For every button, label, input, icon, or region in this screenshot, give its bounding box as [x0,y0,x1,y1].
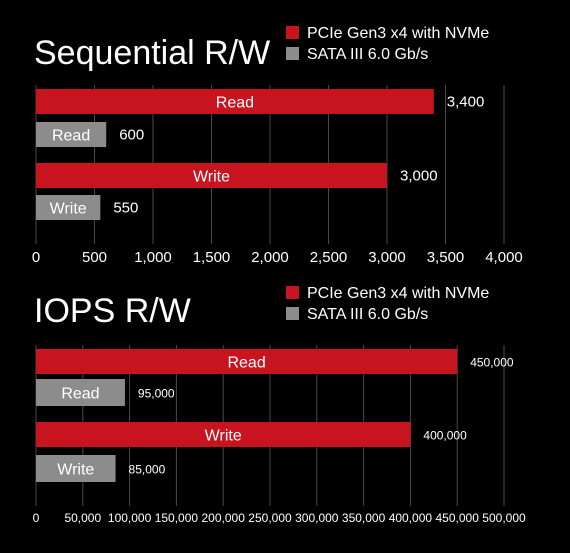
sequential-rw-chart: Sequential R/W PCIe Gen3 x4 with NVMe SATA… [0,0,570,272]
sequential-rw-chart-svg: Sequential R/W PCIe Gen3 x4 with NVMe SATA… [32,25,523,266]
legend-swatch [286,47,299,60]
bar [36,122,107,147]
bar [36,163,387,188]
legend-swatch [286,26,299,39]
x-tick-label: 2,000 [251,249,289,266]
bar [36,349,458,374]
x-tick-label: 300,000 [295,511,339,525]
data-label: 95,000 [138,387,175,401]
bar [36,89,434,114]
data-label: 450,000 [470,356,514,370]
data-label: 3,000 [400,168,438,185]
chart-title: IOPS R/W [34,292,191,330]
x-tick-label: 200,000 [202,511,246,525]
bar-label: Write [205,428,242,445]
bar-label: Write [50,201,87,218]
legend-swatch [286,307,299,320]
x-tick-label: 4,000 [485,249,523,266]
bar [36,455,116,482]
chart-title: Sequential R/W [34,34,270,72]
x-tick-label: 0 [32,249,40,266]
x-tick-label: 50,000 [64,511,101,525]
legend-label: SATA III 6.0 Gb/s [307,306,428,323]
data-label: 600 [119,127,144,144]
bar-label: Read [52,128,90,145]
iops-rw-chart: IOPS R/W PCIe Gen3 x4 with NVMe SATA III 6… [0,276,570,553]
x-tick-label: 500,000 [482,511,526,525]
bar [36,195,101,220]
x-tick-label: 3,500 [427,249,465,266]
legend-label: SATA III 6.0 Gb/s [307,46,428,63]
x-tick-label: 150,000 [155,511,199,525]
bar-label: Write [193,169,230,186]
data-label: 3,400 [447,94,485,111]
data-label: 400,000 [423,429,467,443]
x-tick-label: 500 [82,249,107,266]
data-label: 550 [113,200,138,217]
x-tick-label: 450,000 [436,511,480,525]
bar [36,379,125,406]
bar-label: Read [61,386,99,403]
x-tick-label: 3,000 [368,249,406,266]
x-tick-label: 2,500 [310,249,348,266]
x-tick-label: 0 [33,511,40,525]
x-tick-label: 100,000 [108,511,152,525]
x-tick-label: 1,000 [134,249,172,266]
bar [36,422,411,447]
legend-label: PCIe Gen3 x4 with NVMe [307,25,489,42]
x-tick-label: 1,500 [193,249,231,266]
x-tick-label: 350,000 [342,511,386,525]
data-label: 85,000 [129,463,166,477]
iops-rw-chart-svg: IOPS R/W PCIe Gen3 x4 with NVMe SATA III 6… [33,285,526,525]
x-tick-label: 250,000 [248,511,292,525]
x-tick-label: 400,000 [389,511,433,525]
bar-label: Read [216,95,254,112]
legend-swatch [286,286,299,299]
legend-label: PCIe Gen3 x4 with NVMe [307,285,489,302]
bar-label: Write [57,462,94,479]
bar-label: Read [227,355,265,372]
